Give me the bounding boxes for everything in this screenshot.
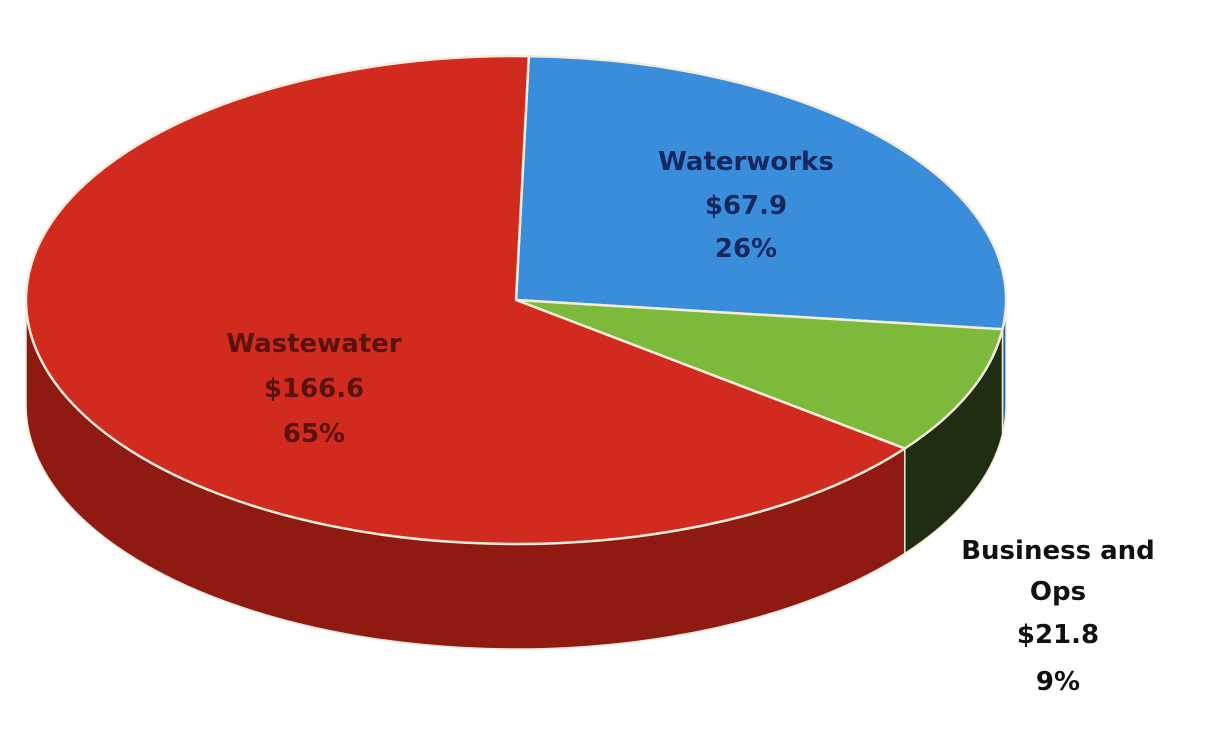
slice-label-business-name-line1: Business and — [961, 536, 1155, 566]
slice-label-waterworks-amount: $67.9 — [705, 191, 787, 221]
pie-slice-waterworks — [514, 54, 1008, 331]
pie-slice-business — [514, 298, 1004, 450]
slice-label-wastewater-amount: $166.6 — [264, 374, 364, 404]
pie-slice-wastewater — [24, 54, 907, 546]
slice-label-business-percent: 9% — [1036, 667, 1080, 697]
slice-label-business-name-line2: Ops — [1030, 577, 1086, 607]
slice-label-waterworks-percent: 26% — [715, 234, 777, 264]
slice-label-wastewater-percent: 65% — [283, 419, 345, 449]
slice-label-wastewater-name: Wastewater — [226, 329, 401, 359]
pie-slices — [24, 54, 1008, 546]
slice-label-business-amount: $21.8 — [1017, 620, 1099, 650]
slice-label-waterworks-name: Waterworks — [658, 147, 834, 177]
